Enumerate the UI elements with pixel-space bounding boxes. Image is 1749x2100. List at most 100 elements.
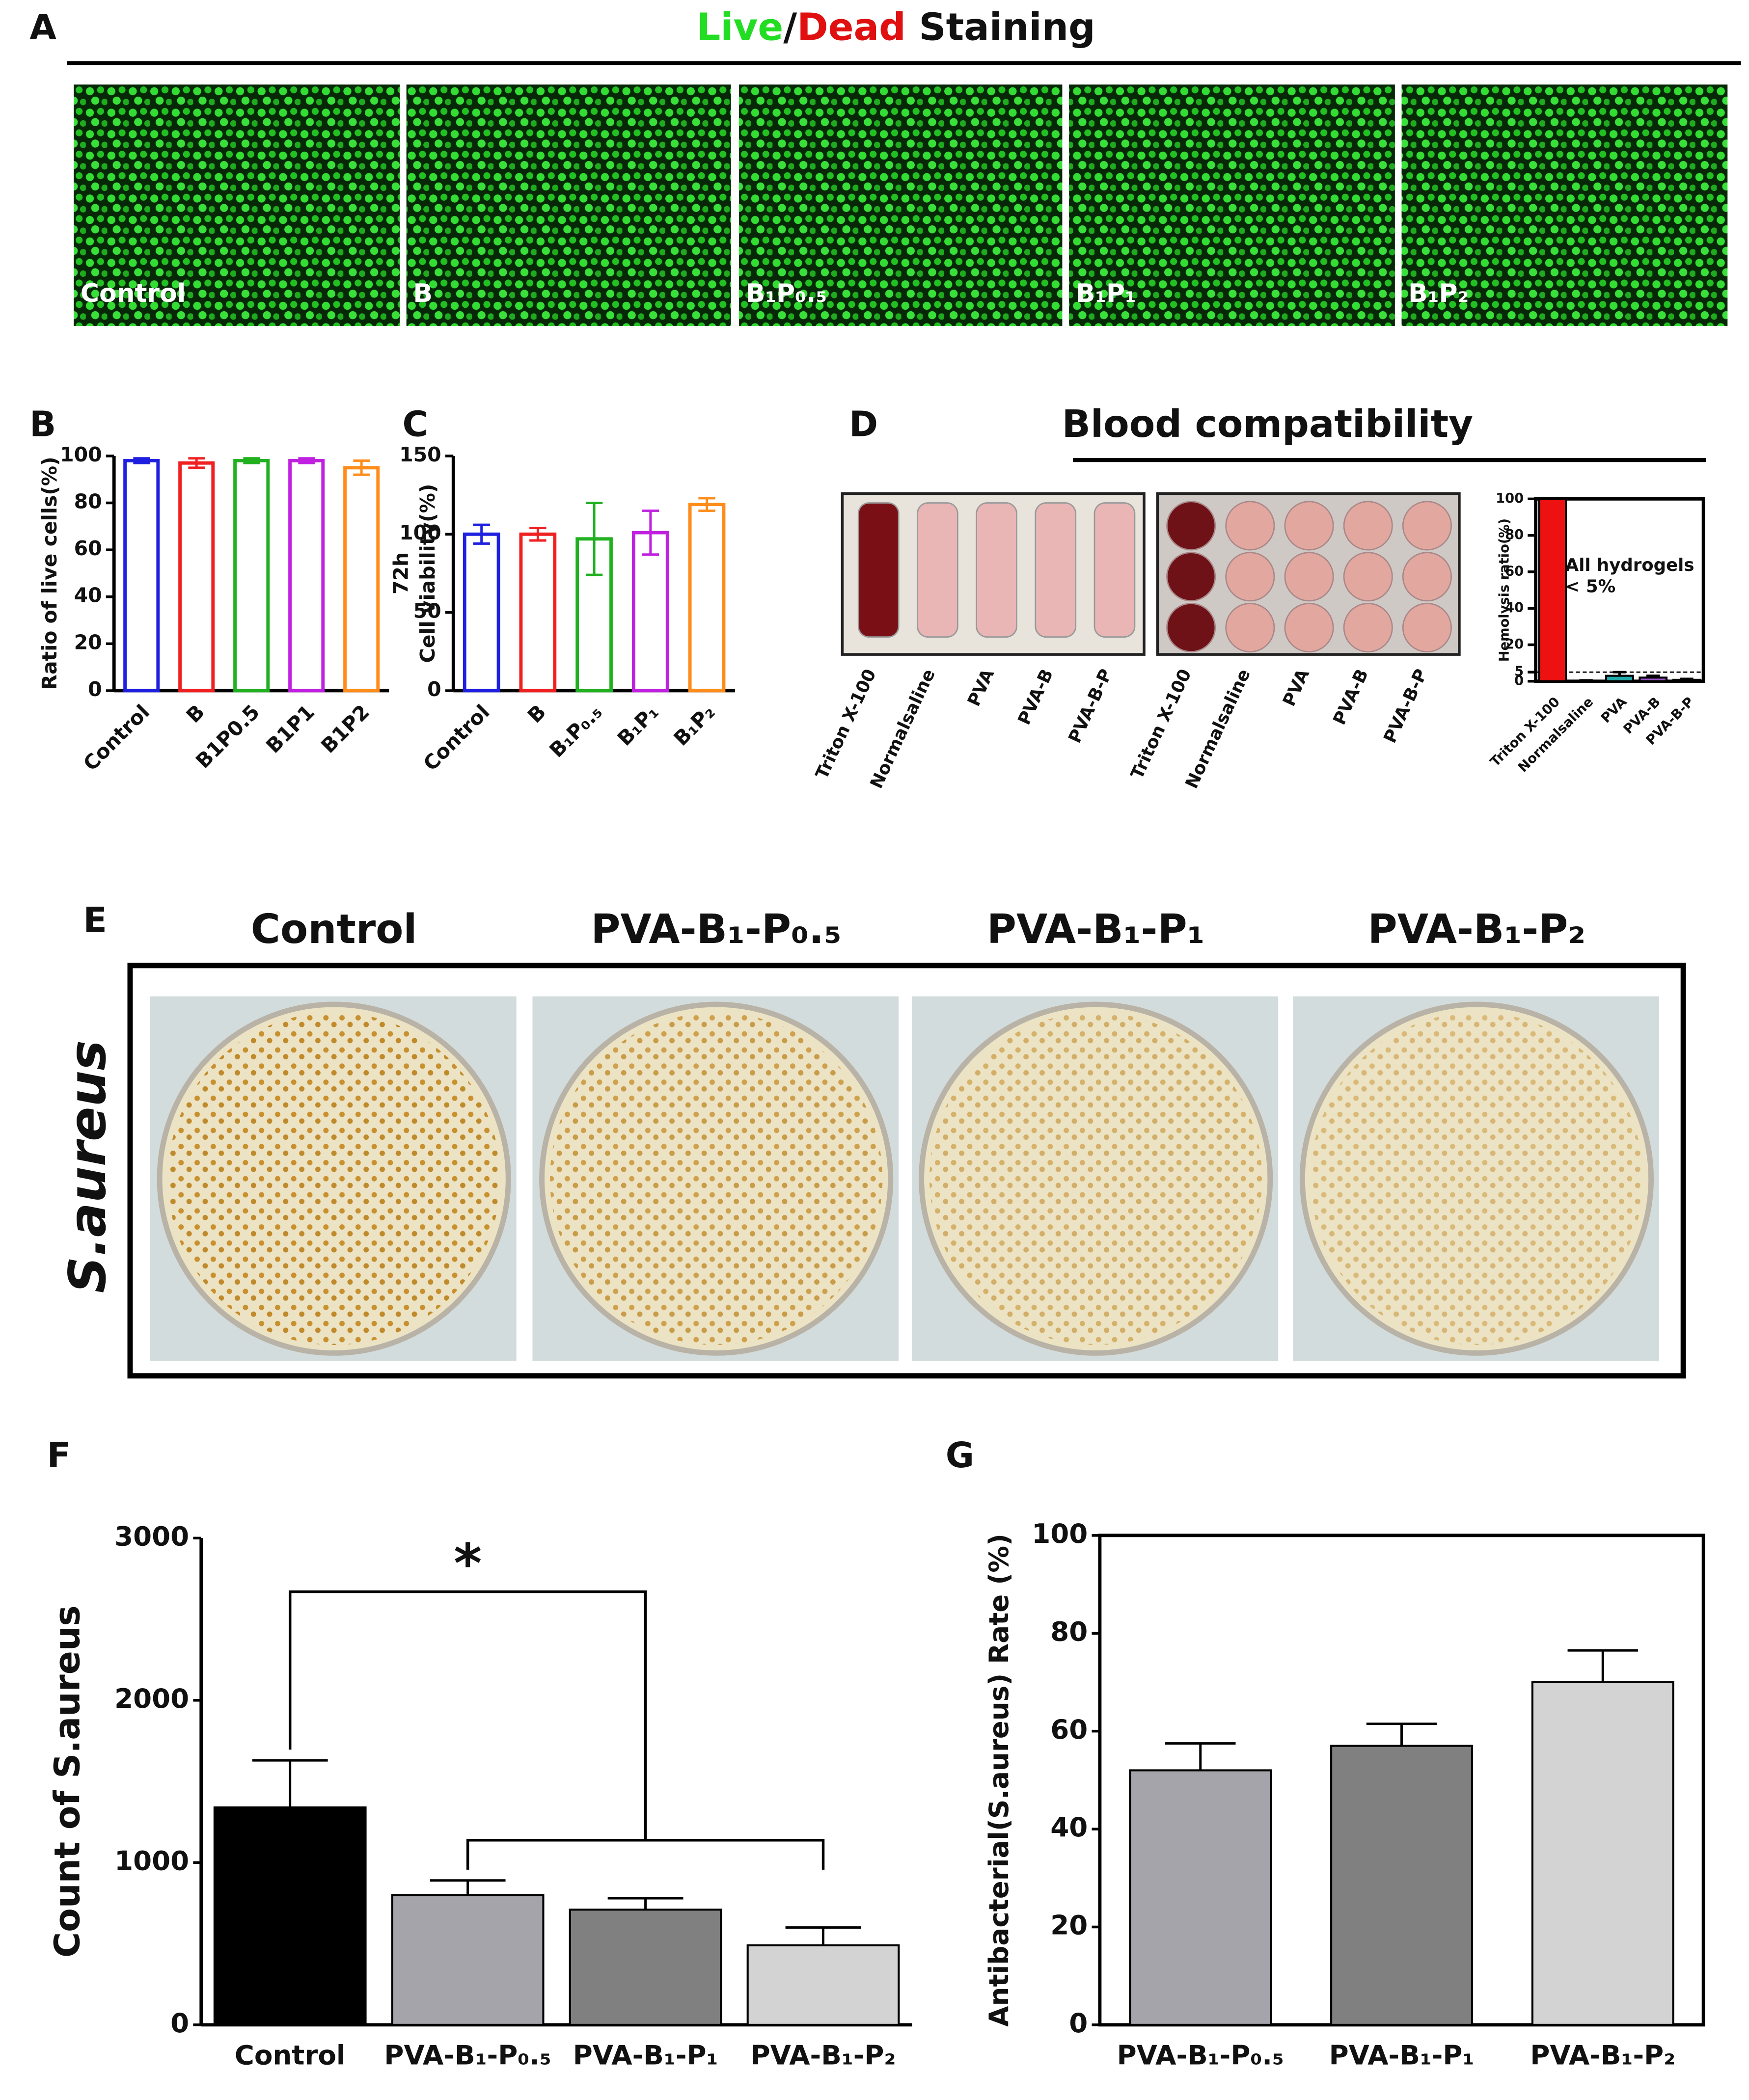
plate-header: PVA-B₁-P₀.₅ bbox=[591, 906, 842, 953]
y-axis-label: Antibacterial(S.aureus) Rate (%) bbox=[983, 1534, 1014, 2027]
bar bbox=[569, 1909, 722, 2026]
x-tick-label: B1P1 bbox=[261, 700, 319, 758]
x-tick-label: Control bbox=[419, 700, 494, 776]
bar bbox=[178, 461, 215, 693]
y-tick-label: 40 bbox=[1505, 600, 1524, 616]
y-axis-label: Ratio of live cells(%) bbox=[38, 457, 61, 690]
x-tick-label: PVA-B₁-P₁ bbox=[573, 2040, 718, 2071]
bar bbox=[1330, 1745, 1473, 2026]
fluorescence-image bbox=[1069, 84, 1395, 326]
bar bbox=[213, 1806, 367, 2026]
tube bbox=[857, 502, 900, 638]
y-tick-label: 100 bbox=[1496, 491, 1524, 506]
y-axis-label: Count of S.aureus bbox=[47, 1605, 88, 1958]
y-tick-label: 100 bbox=[60, 443, 102, 466]
well bbox=[1284, 501, 1334, 551]
bar bbox=[288, 459, 325, 693]
y-tick-label: 80 bbox=[1050, 1615, 1088, 1647]
y-tick-label: 100 bbox=[399, 521, 441, 544]
panel-label: C bbox=[402, 404, 428, 444]
significance-bracket bbox=[288, 1590, 647, 1840]
panel-label: D bbox=[849, 404, 878, 444]
y-tick-label: 50 bbox=[413, 599, 441, 623]
well bbox=[1402, 501, 1452, 551]
bar bbox=[746, 1944, 900, 2026]
x-tick-label: B₁P₂ bbox=[669, 700, 720, 751]
panel-label: F bbox=[47, 1435, 71, 1476]
bar bbox=[1605, 674, 1634, 682]
y-tick-label: 20 bbox=[1050, 1910, 1088, 1941]
x-tick-label: PVA-B₁-P₂ bbox=[1530, 2040, 1675, 2071]
panel-label: G bbox=[946, 1435, 974, 1476]
y-tick-label: 60 bbox=[74, 537, 102, 560]
y-tick-label: 0 bbox=[88, 677, 102, 701]
image-label: B₁P₁ bbox=[1076, 279, 1136, 308]
photo-label: PVA-B-P bbox=[1380, 666, 1431, 746]
bar bbox=[631, 531, 669, 693]
well bbox=[1284, 603, 1334, 653]
y-tick-label: 150 bbox=[399, 443, 441, 466]
y-axis-label: Cell viability(%) bbox=[416, 484, 439, 663]
y-tick-label: 1000 bbox=[114, 1845, 189, 1876]
x-tick-label: PVA-B₁-P₁ bbox=[1329, 2040, 1475, 2071]
bar bbox=[233, 459, 270, 693]
photo-label: Triton X-100 bbox=[1127, 666, 1196, 782]
annotation: * bbox=[454, 1533, 482, 1595]
y-tick-label: 40 bbox=[74, 584, 102, 607]
y-tick-label: 80 bbox=[74, 490, 102, 513]
x-tick-label: B bbox=[182, 700, 209, 727]
well bbox=[1166, 501, 1216, 551]
x-tick-label: B₁P₀.₅ bbox=[545, 700, 607, 762]
bar bbox=[1639, 676, 1668, 682]
staining-title: Live/Dead Staining bbox=[697, 5, 1095, 49]
well bbox=[1225, 501, 1275, 551]
y-tick-label: 5 bbox=[1514, 664, 1524, 679]
title-part: Live bbox=[697, 5, 784, 49]
y-tick-label: 2000 bbox=[114, 1683, 189, 1714]
x-tick-label: PVA-B₁-P₂ bbox=[751, 2040, 896, 2071]
blood-title: Blood compatibility bbox=[1062, 403, 1473, 446]
y-tick-label: 40 bbox=[1050, 1811, 1088, 1843]
panel-label: E bbox=[83, 900, 107, 941]
well bbox=[1166, 603, 1216, 653]
bar bbox=[1538, 498, 1567, 682]
bar bbox=[1531, 1681, 1674, 2026]
tube bbox=[1035, 502, 1077, 638]
x-tick-label: B1P2 bbox=[316, 700, 374, 758]
y-tick-label: 0 bbox=[170, 2007, 189, 2039]
row-label: S.aureus bbox=[58, 1040, 117, 1293]
y-tick-label: 0 bbox=[1069, 2007, 1088, 2039]
photo-label: PVA bbox=[1279, 666, 1314, 709]
colonies bbox=[929, 1012, 1262, 1345]
plate-header: Control bbox=[251, 906, 417, 953]
title-part: Dead bbox=[797, 5, 906, 49]
photo-label: Normalsaline bbox=[866, 666, 939, 792]
y-tick-label: 60 bbox=[1050, 1714, 1088, 1745]
panel-label: B bbox=[29, 404, 56, 444]
y-axis-label: 72h bbox=[389, 552, 412, 594]
fluorescence-image bbox=[739, 84, 1063, 326]
x-tick-label: B₁P₁ bbox=[613, 700, 663, 751]
y-tick-label: 0 bbox=[427, 677, 441, 701]
x-tick-label: PVA-B₁-P₀.₅ bbox=[384, 2040, 551, 2071]
plate-header: PVA-B₁-P₁ bbox=[987, 906, 1205, 953]
photo-label: Normalsaline bbox=[1181, 666, 1255, 792]
bar bbox=[688, 503, 726, 693]
well bbox=[1402, 603, 1452, 653]
photo-label: PVA-B bbox=[1329, 666, 1372, 728]
well bbox=[1225, 603, 1275, 653]
image-label: B₁P₂ bbox=[1408, 279, 1469, 308]
fluorescence-image bbox=[74, 84, 400, 326]
well bbox=[1343, 603, 1393, 653]
tube bbox=[976, 502, 1017, 638]
colonies bbox=[1310, 1012, 1643, 1345]
x-tick-label: Control bbox=[235, 2040, 346, 2071]
y-tick-label: 100 bbox=[1032, 1518, 1088, 1549]
image-label: B bbox=[413, 279, 433, 308]
fluorescence-image bbox=[406, 84, 731, 326]
photo-label: PVA bbox=[964, 666, 999, 709]
tube bbox=[1093, 502, 1136, 638]
y-tick-label: 0 bbox=[1514, 673, 1524, 688]
title-part: / bbox=[783, 5, 797, 49]
